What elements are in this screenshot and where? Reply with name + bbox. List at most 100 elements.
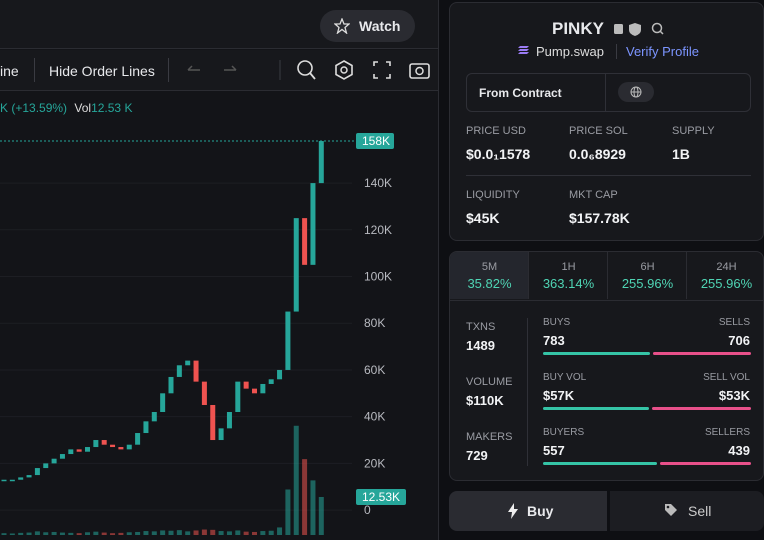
candle	[218, 428, 224, 441]
volume-bar	[68, 532, 74, 535]
candle	[9, 479, 15, 482]
volume-bar	[252, 531, 257, 535]
volume-bar	[9, 533, 15, 535]
candle	[85, 447, 90, 452]
candle	[268, 379, 274, 384]
candle	[43, 463, 49, 469]
undo-icon[interactable]	[187, 65, 200, 71]
volume-bar	[185, 531, 191, 535]
vol-label: Vol	[74, 101, 92, 115]
buy-label: Buy	[527, 503, 554, 519]
candle	[18, 477, 24, 480]
volume-bar	[93, 531, 99, 535]
y-tick-label: 20K	[364, 456, 385, 470]
verify-profile[interactable]: Verify Profile	[626, 44, 699, 59]
period-tab[interactable]: 5M 35.82%	[450, 252, 529, 299]
search-icon[interactable]	[651, 22, 663, 34]
shield-icon	[629, 23, 641, 36]
metric-label: VOLUME	[466, 376, 513, 388]
sell-ratio-bar	[660, 462, 751, 465]
candle	[118, 447, 124, 450]
settings-icon[interactable]	[335, 60, 353, 80]
metric-value: 1489	[466, 338, 495, 353]
volume-bar	[76, 533, 82, 535]
metric-value: $110K	[466, 393, 504, 408]
candle	[59, 454, 65, 459]
divider	[466, 175, 751, 176]
stat-label: PRICE SOL	[569, 125, 628, 137]
last-price-badge	[356, 133, 394, 150]
last-volume-label: 12.53K	[362, 490, 400, 504]
y-tick-label: 40K	[364, 410, 385, 424]
period-tab[interactable]: 1H 363.14%	[529, 252, 608, 299]
period-tabs: 5M 35.82% 1H 363.14% 6H 255.96% 24H 255.96%	[450, 252, 763, 301]
bolt-icon	[508, 503, 518, 519]
buy-ratio-bar	[543, 352, 651, 355]
vol-value: 12.53 K	[91, 101, 133, 115]
sell-button[interactable]: Sell	[610, 491, 764, 531]
buy-ratio-bar	[543, 462, 658, 465]
redo-icon[interactable]	[224, 65, 237, 71]
stat-value: 0.0₆8929	[569, 146, 626, 162]
candle	[135, 433, 141, 445]
contract-label: From Contract	[479, 86, 562, 100]
fullscreen-icon[interactable]	[373, 61, 391, 79]
volume-bar	[26, 532, 32, 535]
volume-bar	[243, 531, 249, 535]
stat-value: 1B	[672, 146, 690, 162]
last-volume-badge	[356, 488, 406, 505]
candle	[1, 479, 7, 482]
token-icons	[614, 22, 664, 36]
y-tick-label: 120K	[364, 223, 392, 237]
chart-panel: Watch ine Hide Order Lines K (+13.59%) V…	[0, 0, 439, 540]
candle-chart: 0 20K 40K 60K 80K 100K 120K 140K 158K 12.53K	[0, 133, 406, 535]
candle	[151, 412, 157, 422]
stat-value: $45K	[466, 210, 500, 226]
period-label: 24H	[716, 261, 737, 273]
line-button[interactable]: ine	[0, 63, 19, 79]
volume-bar	[277, 527, 283, 535]
sell-value: 439	[728, 443, 750, 458]
y-tick-label: 100K	[364, 270, 392, 284]
period-change: 255.96%	[700, 276, 753, 291]
buy-button[interactable]: Buy	[449, 491, 607, 531]
metric-label: MAKERS	[466, 431, 513, 443]
volume-bar	[235, 530, 241, 535]
camera-icon[interactable]	[409, 63, 430, 79]
sell-value: $53K	[718, 388, 750, 403]
candle	[168, 376, 174, 394]
copy-icon[interactable]	[614, 24, 623, 34]
volume-bar	[43, 532, 49, 535]
candle	[176, 365, 182, 377]
token-name: PINKY	[552, 19, 604, 38]
period-tab[interactable]: 24H 255.96%	[687, 252, 763, 299]
sell-label: SELLS	[718, 317, 750, 328]
candle	[193, 360, 199, 382]
zoom-icon[interactable]	[297, 60, 313, 76]
watch-button[interactable]: Watch	[320, 10, 415, 42]
solana-icon	[518, 46, 529, 54]
stat-label: LIQUIDITY	[466, 189, 520, 201]
y-tick-label: 60K	[364, 363, 385, 377]
volume-bar	[59, 532, 65, 535]
website-button[interactable]	[618, 82, 654, 102]
buy-value: 557	[543, 443, 565, 458]
candle	[126, 444, 132, 450]
period-change: 255.96%	[621, 276, 674, 291]
candle	[210, 404, 216, 441]
sell-label: SELLERS	[704, 427, 750, 438]
stat-label: SUPPLY	[672, 125, 715, 137]
toolbar-icons	[187, 60, 430, 80]
volume-bar	[101, 532, 107, 535]
separator	[34, 58, 35, 82]
period-label: 5M	[481, 261, 498, 273]
volume-bar	[51, 531, 57, 535]
activity-card: 5M 35.82% 1H 363.14% 6H 255.96% 24H 255.96% TXN…	[449, 251, 764, 481]
period-tab[interactable]: 6H 255.96%	[608, 252, 687, 299]
globe-icon	[630, 86, 642, 98]
candle	[226, 412, 232, 429]
sell-ratio-bar	[651, 407, 751, 410]
hide-order-lines[interactable]: Hide Order Lines	[49, 63, 155, 79]
volume-bar	[118, 532, 124, 535]
candle	[243, 381, 249, 389]
